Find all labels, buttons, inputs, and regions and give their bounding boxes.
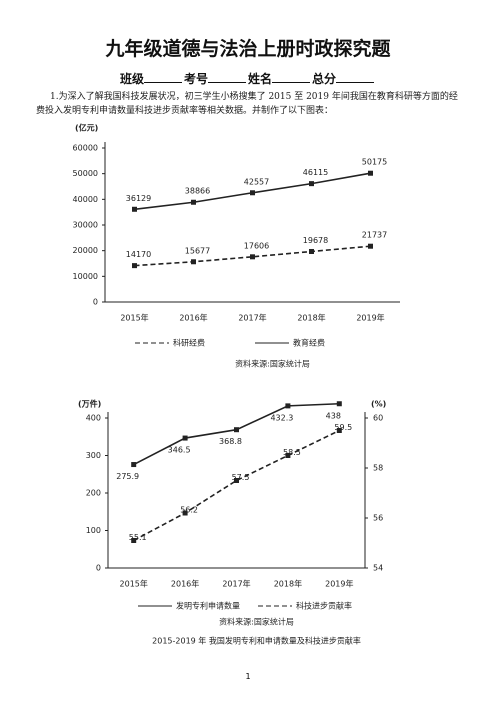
point-marker <box>191 259 196 265</box>
point-marker <box>368 170 373 176</box>
y-tick-label: 30000 <box>73 221 98 230</box>
data-label: 57.5 <box>232 473 250 482</box>
point-marker <box>131 538 137 543</box>
data-label: 432.3 <box>270 413 293 422</box>
data-label: 368.8 <box>219 437 242 446</box>
point-marker <box>250 254 255 260</box>
x-tick-label: 2019年 <box>356 313 384 323</box>
data-label: 50175 <box>362 158 387 167</box>
blank-line <box>272 71 311 83</box>
question: 1.为深入了解我国科技发展状况，初三学生小杨搜集了 2015 至 2019 年间… <box>36 92 458 116</box>
y-axis-label: (亿元) <box>75 123 98 133</box>
point-marker <box>309 181 314 187</box>
data-label: 59.5 <box>334 423 352 432</box>
x-tick-label: 2016年 <box>179 313 207 323</box>
legend-label: 教育经费 <box>293 338 325 348</box>
data-label: 346.5 <box>168 446 191 455</box>
point-marker <box>132 206 137 212</box>
data-label: 21737 <box>362 231 387 240</box>
blank-line <box>208 71 246 83</box>
point-marker <box>250 190 255 196</box>
data-label: 15677 <box>185 246 210 255</box>
point-marker <box>368 243 373 249</box>
blank-line <box>143 71 182 83</box>
y2-tick-label: 56 <box>373 514 383 523</box>
caption: 2015-2019 年 我国发明专利和申请数量及科技进步贡献率 <box>152 636 361 646</box>
data-label: 55.1 <box>129 533 147 542</box>
point-marker <box>191 199 196 205</box>
x-tick-label: 2018年 <box>274 579 302 589</box>
point-marker <box>234 427 239 433</box>
y-tick-label: 60000 <box>73 144 98 153</box>
y-tick-label: 10000 <box>73 272 98 281</box>
point-marker <box>182 435 188 441</box>
data-label: 38866 <box>185 187 210 196</box>
y2-tick-label: 60 <box>373 414 383 423</box>
title: 九年级道德与法治上册时政探究题 <box>105 38 391 60</box>
x-tick-label: 2017年 <box>238 313 266 323</box>
data-label: 14170 <box>126 250 151 259</box>
x-tick-label: 2015年 <box>120 313 148 323</box>
y-tick-label: 100 <box>86 526 101 535</box>
data-label: 275.9 <box>116 472 139 481</box>
source: 资料来源:国家统计局 <box>219 617 294 627</box>
data-label: 19678 <box>303 236 328 245</box>
point-marker <box>234 478 239 483</box>
field-label: 总分 <box>312 72 337 86</box>
y-tick-label: 40000 <box>73 195 98 204</box>
legend-label: 科研经费 <box>173 338 205 348</box>
point-marker <box>285 453 291 458</box>
y-axis-label: (万件) <box>78 399 101 409</box>
data-label: 46115 <box>303 168 328 177</box>
legend-label: 发明专利申请数量 <box>176 601 240 611</box>
x-tick-label: 2016年 <box>171 579 199 589</box>
x-tick-label: 2019年 <box>325 579 353 589</box>
source: 资料来源:国家统计局 <box>235 359 310 369</box>
point-marker <box>182 510 188 516</box>
blank-line <box>336 71 375 83</box>
field-label: 姓名 <box>248 72 273 86</box>
page-number: 1 <box>245 672 251 681</box>
y-tick-label: 400 <box>86 414 101 423</box>
x-tick-label: 2017年 <box>222 579 250 589</box>
data-label: 42557 <box>244 177 269 186</box>
data-label: 58.5 <box>283 448 301 457</box>
series-line <box>133 429 340 542</box>
data-label: 438 <box>326 411 341 420</box>
y2-tick-label: 58 <box>373 464 383 473</box>
y-tick-label: 50000 <box>73 169 98 178</box>
x-tick-label: 2018年 <box>297 313 325 323</box>
y2-axis-label: (%) <box>371 400 386 409</box>
point-marker <box>131 462 137 468</box>
point-marker <box>132 263 137 269</box>
data-label: 56.2 <box>180 506 198 515</box>
data-label: 17606 <box>244 241 269 250</box>
y-tick-label: 20000 <box>73 246 98 255</box>
y2-tick-label: 54 <box>373 564 383 573</box>
y-tick-label: 200 <box>86 489 101 498</box>
info-fields: 班级 考号 姓名 总分 <box>0 70 496 87</box>
x-tick-label: 2015年 <box>120 579 148 589</box>
data-label: 36129 <box>126 194 151 203</box>
series-line <box>133 402 340 466</box>
field-label: 班级 <box>119 72 144 86</box>
point-marker <box>285 403 291 409</box>
point-marker <box>336 428 342 433</box>
legend-label: 科技进步贡献率 <box>296 601 352 611</box>
point-marker <box>309 248 314 254</box>
y-tick-label: 0 <box>93 298 98 307</box>
point-marker <box>336 401 342 407</box>
field-label: 考号 <box>183 72 208 86</box>
y-tick-label: 300 <box>86 451 101 460</box>
y-tick-label: 0 <box>96 564 101 573</box>
